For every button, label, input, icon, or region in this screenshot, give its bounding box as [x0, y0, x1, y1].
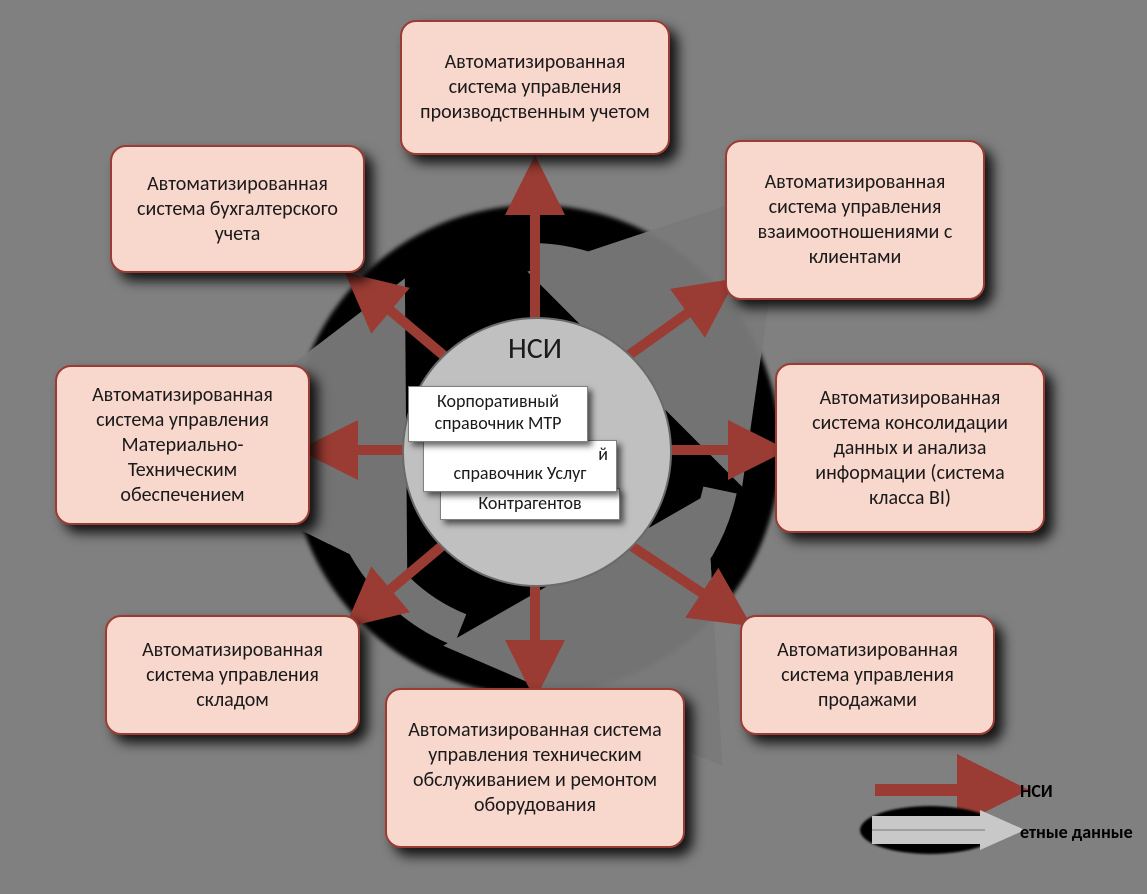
node-bookkeeping: Автоматизированная система бухгалтерског…	[110, 145, 365, 273]
node-crm: Автоматизированная система управления вз…	[725, 140, 985, 300]
legend-shadow	[860, 806, 1000, 854]
legend-label-data: етные данные	[1020, 821, 1133, 843]
diagram-canvas: НСИ Контрагентов й справочник Услуг Корп…	[0, 0, 1147, 894]
node-mto: Автоматизированная система управления Ма…	[55, 365, 310, 525]
node-warehouse: Автоматизированная система управления ск…	[105, 615, 360, 735]
center-card-2: й справочник Услуг	[423, 440, 617, 492]
center-card-1: Корпоративный справочник МТР	[408, 386, 588, 442]
node-production-accounting: Автоматизированная система управления пр…	[400, 20, 670, 155]
node-bi: Автоматизированная система консолидации …	[775, 363, 1045, 533]
node-sales: Автоматизированная система управления пр…	[740, 615, 995, 735]
center-card-3: Контрагентов	[440, 488, 620, 520]
legend-label-nsi: НСИ	[1020, 780, 1053, 802]
center-card-2-text: справочник Услуг	[453, 462, 586, 484]
center-card-2-partial: й	[432, 445, 608, 463]
node-maintenance: Автоматизированная система управления те…	[385, 688, 685, 848]
legend-gray-arrow	[872, 810, 1025, 850]
center-title: НСИ	[495, 330, 575, 367]
